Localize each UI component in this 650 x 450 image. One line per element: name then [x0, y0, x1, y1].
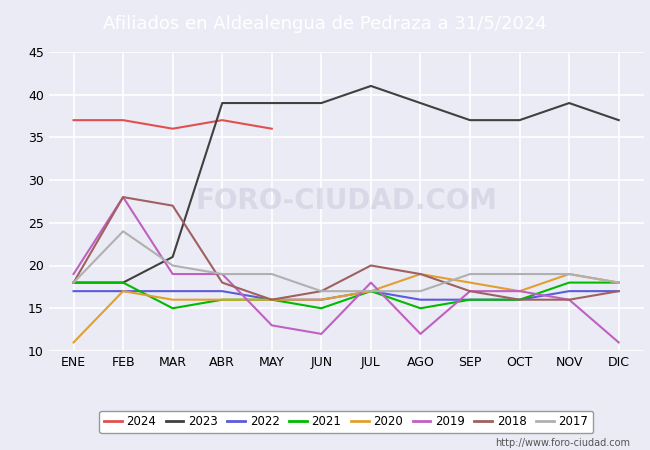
Text: FORO-CIUDAD.COM: FORO-CIUDAD.COM — [195, 187, 497, 216]
Legend: 2024, 2023, 2022, 2021, 2020, 2019, 2018, 2017: 2024, 2023, 2022, 2021, 2020, 2019, 2018… — [99, 411, 593, 433]
Text: Afiliados en Aldealengua de Pedraza a 31/5/2024: Afiliados en Aldealengua de Pedraza a 31… — [103, 14, 547, 33]
Text: http://www.foro-ciudad.com: http://www.foro-ciudad.com — [495, 438, 630, 448]
